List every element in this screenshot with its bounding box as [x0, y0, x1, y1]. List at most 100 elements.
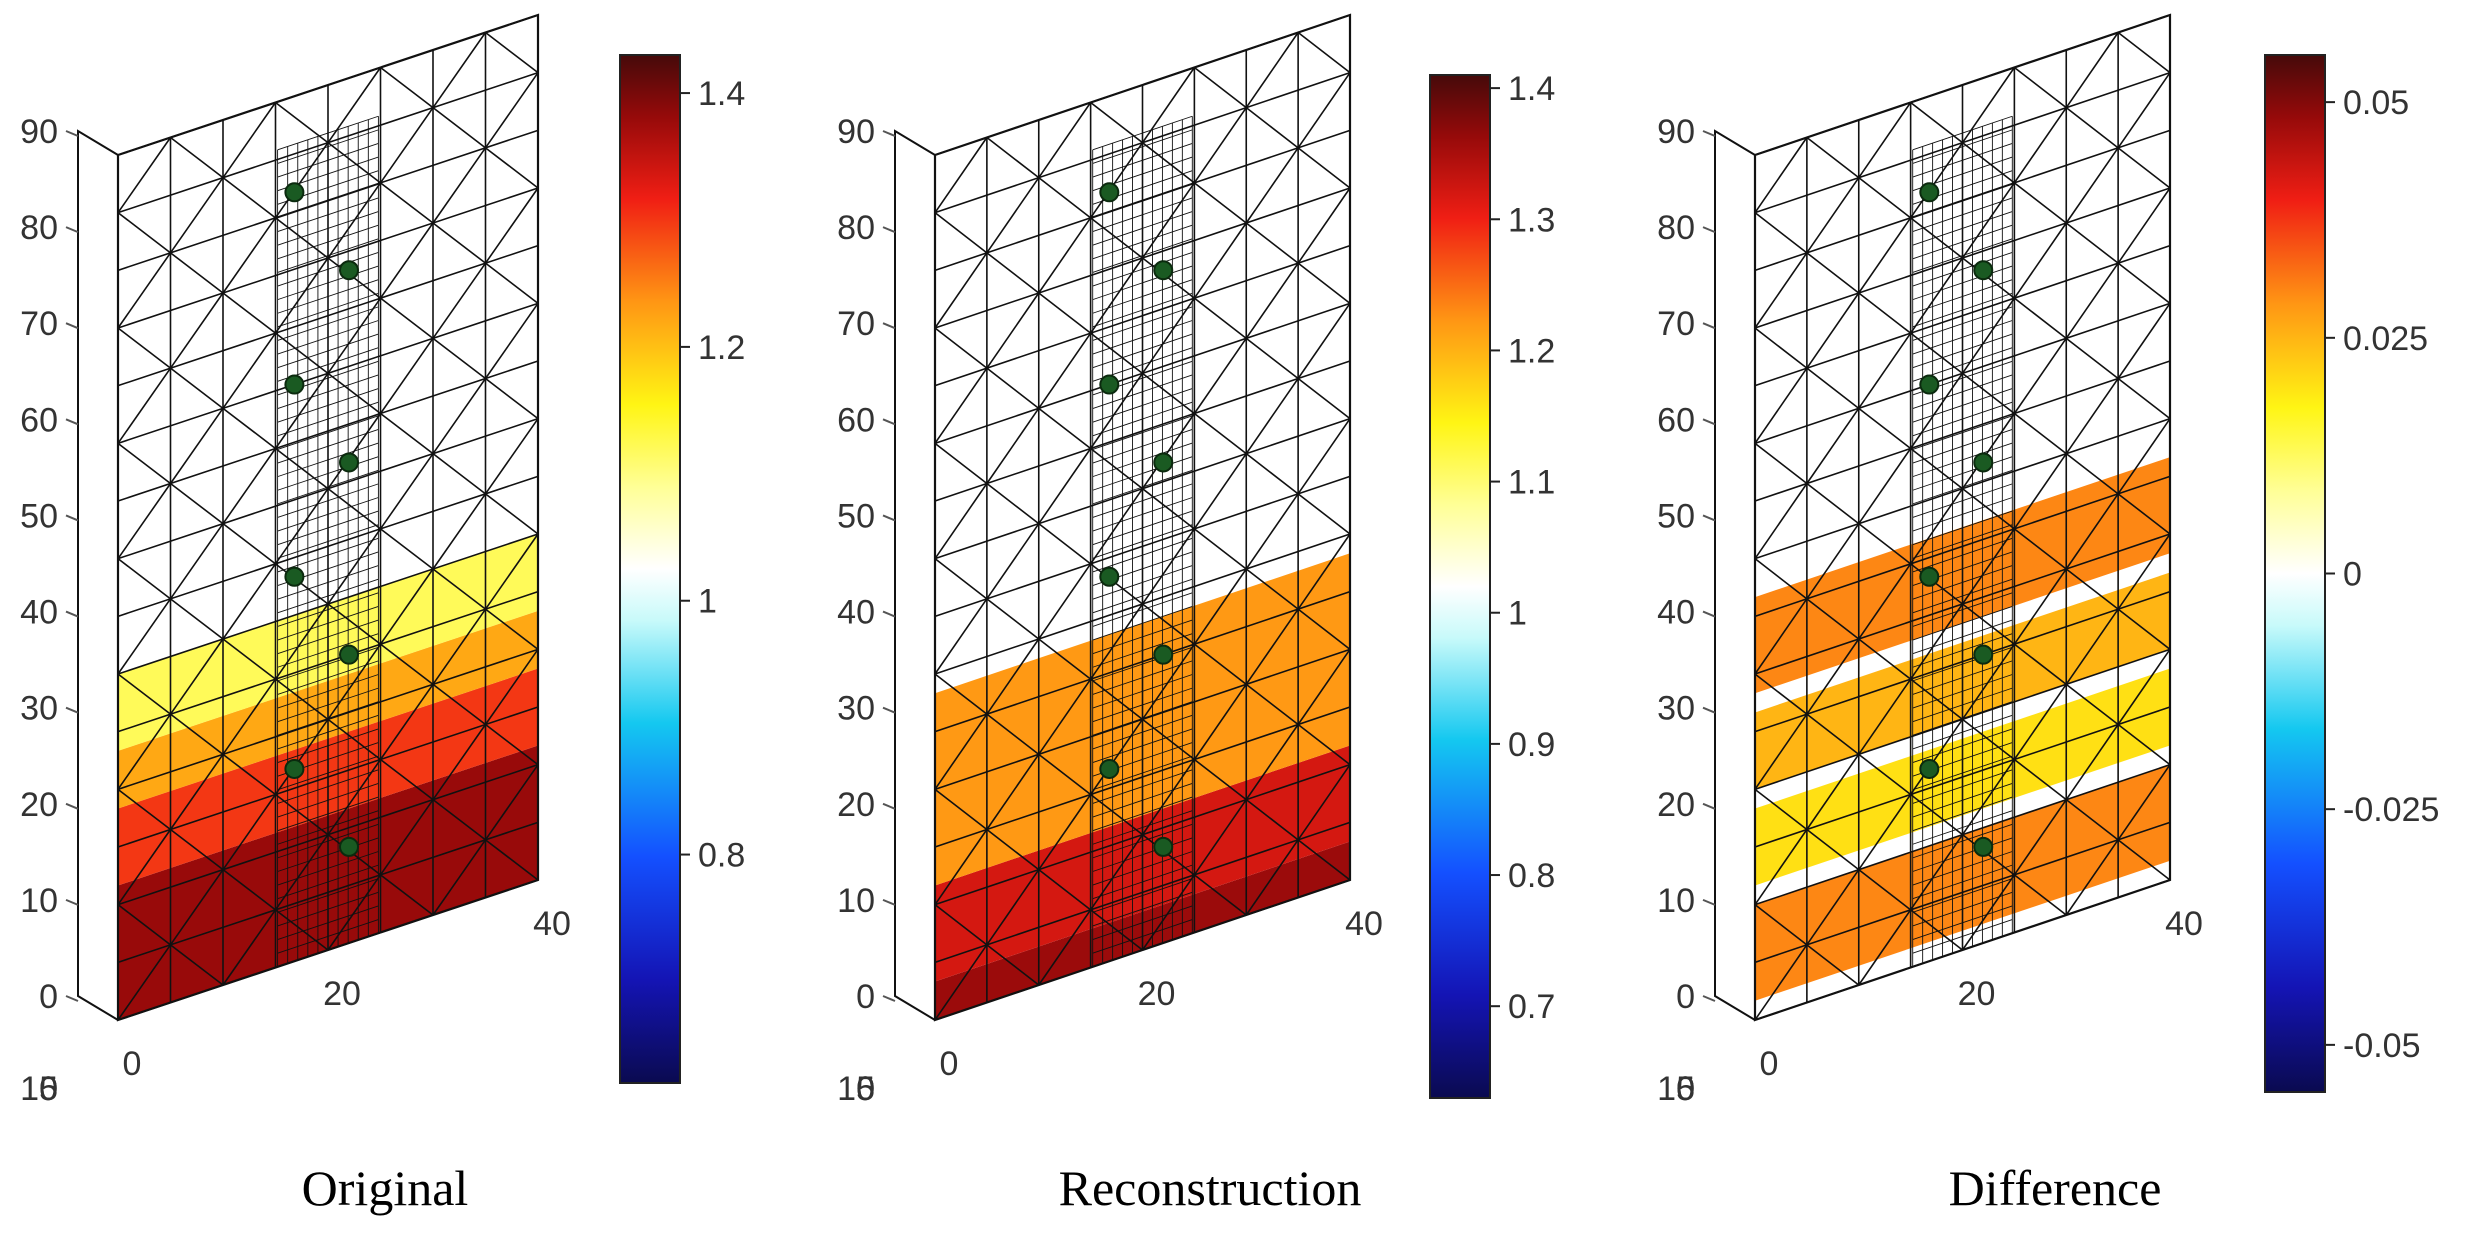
- mesh-edge: [275, 217, 329, 259]
- colorbar-tick-label-6: 0.8: [1508, 857, 1555, 895]
- mesh-edge: [1245, 262, 1299, 339]
- mesh-edge-fine: [1912, 115, 2013, 151]
- mesh-edge: [2117, 723, 2171, 766]
- mesh-edge: [1754, 137, 1808, 214]
- mesh-edge: [432, 147, 487, 224]
- mesh-wireframe: [934, 14, 1351, 1021]
- mesh-edge: [117, 713, 172, 790]
- mesh-edge: [1038, 638, 1092, 680]
- y-tick-label-2: 10: [837, 1070, 875, 1108]
- mesh-edge: [1193, 222, 1247, 299]
- mesh-edge: [484, 418, 539, 495]
- mesh-edge-fine: [1092, 401, 1193, 437]
- mesh-edge-fine: [1092, 769, 1193, 804]
- mesh-edge: [1297, 147, 1351, 189]
- mesh-edge: [1245, 453, 1299, 495]
- mesh-edge: [986, 828, 1040, 871]
- mesh-edge: [380, 182, 434, 224]
- electrode-0: [1919, 182, 1940, 203]
- mesh-edge: [2117, 72, 2171, 149]
- mesh-edge: [1754, 713, 1808, 790]
- mesh-edge: [274, 603, 329, 680]
- mesh-edge-fine: [277, 782, 379, 818]
- mesh-edge: [432, 799, 486, 841]
- mesh-edge: [1297, 493, 1351, 535]
- mesh-edge: [1245, 147, 1299, 224]
- mesh-edge: [327, 874, 382, 951]
- mesh-edge: [222, 407, 276, 450]
- mesh-edge: [222, 909, 277, 986]
- mesh-edge: [1806, 292, 1860, 369]
- mesh-edge: [1754, 904, 1808, 946]
- mesh-edge-fine: [1092, 306, 1193, 341]
- mesh-edge: [2117, 377, 2171, 420]
- mesh-edge-fine: [277, 510, 379, 546]
- mesh-edge: [485, 377, 539, 420]
- mesh-edge: [2013, 453, 2067, 530]
- mesh-edge: [327, 372, 381, 415]
- mesh-edge: [380, 66, 434, 109]
- mesh-edge-fine: [1912, 442, 2013, 478]
- mesh-edge: [485, 262, 539, 304]
- mesh-edge-fine: [277, 714, 379, 750]
- mesh-edge: [2065, 493, 2119, 570]
- mesh-edge-fine: [277, 919, 379, 954]
- mesh-edge: [2117, 418, 2171, 495]
- mesh-edge-fine: [1092, 224, 1193, 260]
- mesh-edge: [274, 488, 329, 565]
- colorbar-tick-label-3: -0.025: [2343, 791, 2439, 829]
- mesh-edge: [2013, 528, 2067, 570]
- mesh-edge: [1193, 643, 1247, 685]
- mesh-edge: [379, 568, 434, 645]
- electrode-5: [1973, 644, 1994, 665]
- mesh-edge: [117, 483, 172, 560]
- mesh-edge: [169, 407, 224, 484]
- mesh-edge: [117, 367, 172, 444]
- mesh-edge: [2065, 378, 2119, 455]
- mesh-edge: [1806, 638, 1860, 715]
- mesh-edge-fine: [1912, 211, 2013, 246]
- mesh-edge-fine: [1912, 810, 2013, 845]
- mesh-edge: [1245, 107, 1299, 149]
- mesh-edge-fine: [1092, 674, 1193, 709]
- mesh-edge-fine: [1912, 646, 2013, 682]
- mesh-edge: [484, 533, 539, 610]
- mesh-edge: [432, 32, 487, 109]
- mesh-edge-fine: [277, 129, 379, 164]
- mesh-edge: [275, 678, 329, 720]
- mesh-edge: [222, 292, 276, 334]
- mesh-edge: [379, 453, 434, 530]
- mesh-edge: [934, 558, 988, 600]
- mesh-edge: [1297, 262, 1351, 304]
- x-tick-label-2: 40: [1345, 905, 1383, 943]
- mesh-edge-fine: [1092, 619, 1193, 655]
- mesh-edge: [2065, 262, 2119, 339]
- mesh-edge-fine: [277, 388, 379, 423]
- mesh-edge-fine: [1092, 646, 1193, 682]
- mesh-edge-fine: [1092, 211, 1193, 246]
- mesh-edge-fine: [277, 633, 379, 668]
- mesh-edge: [484, 648, 539, 725]
- mesh-edge-fine: [1092, 483, 1193, 518]
- mesh-edge: [1141, 643, 1196, 720]
- z-tick-mark-5: [882, 514, 896, 522]
- mesh-edge: [117, 904, 171, 946]
- mesh-edge: [432, 337, 486, 380]
- z-tick-mark-6: [1702, 418, 1716, 426]
- mesh-edge: [484, 764, 539, 841]
- mesh-edge-fine: [1912, 674, 2013, 709]
- mesh-edge: [1961, 643, 2016, 720]
- mesh-edge-fine: [277, 660, 379, 695]
- mesh-edge: [274, 257, 329, 334]
- electrode-4: [1919, 566, 1940, 587]
- mesh-edge-fine: [1912, 320, 2013, 355]
- mesh-edge: [1962, 718, 2015, 761]
- mesh-outline: [1753, 13, 2172, 1022]
- mesh-edge: [1858, 678, 1912, 755]
- mesh-edge-fine: [1092, 714, 1193, 750]
- mesh-edge: [934, 137, 988, 214]
- mesh-edge: [432, 378, 487, 455]
- mesh-edge: [1193, 182, 1247, 224]
- mesh-edge: [117, 598, 172, 675]
